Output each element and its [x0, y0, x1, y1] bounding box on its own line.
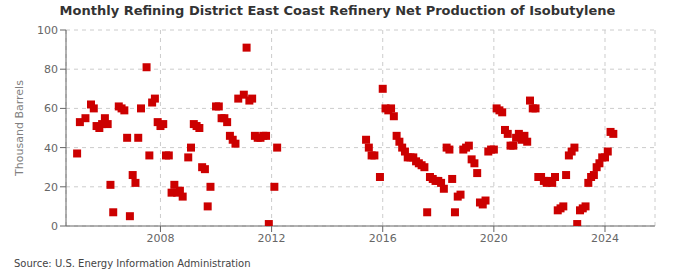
svg-text:60: 60	[44, 102, 58, 115]
svg-text:2008: 2008	[146, 232, 174, 245]
html-text:Source: U.S. Energy Informatio: Source: U.S. Energy Information Administ…	[14, 258, 251, 269]
svg-text:100: 100	[37, 24, 58, 37]
svg-text:40: 40	[44, 142, 58, 155]
svg-text:Thousand Barrels: Thousand Barrels	[13, 80, 26, 177]
svg-text:80: 80	[44, 63, 58, 76]
html-text:Monthly Refining District East: Monthly Refining District East Coast Ref…	[59, 3, 616, 18]
svg-text:2020: 2020	[480, 232, 508, 245]
svg-text:20: 20	[44, 181, 58, 194]
svg-text:2012: 2012	[258, 232, 286, 245]
svg-text:0: 0	[51, 220, 58, 233]
svg-text:2024: 2024	[591, 232, 619, 245]
svg-text:2016: 2016	[369, 232, 397, 245]
